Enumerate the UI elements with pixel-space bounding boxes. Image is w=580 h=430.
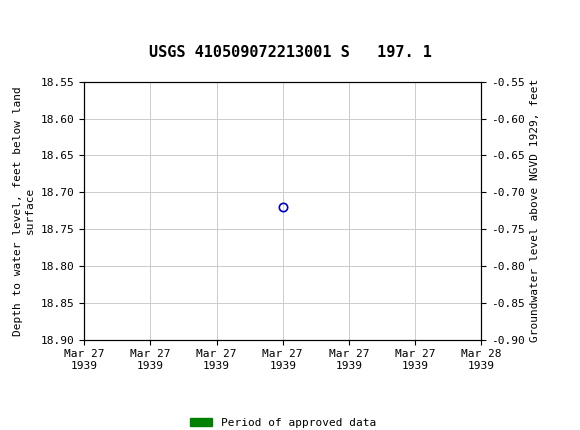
Text: USGS: USGS (7, 14, 50, 31)
Text: USGS 410509072213001 S   197. 1: USGS 410509072213001 S 197. 1 (148, 45, 432, 60)
Y-axis label: Depth to water level, feet below land
surface: Depth to water level, feet below land su… (13, 86, 35, 335)
Y-axis label: Groundwater level above NGVD 1929, feet: Groundwater level above NGVD 1929, feet (531, 79, 541, 342)
Legend: Period of approved data: Period of approved data (185, 413, 380, 430)
